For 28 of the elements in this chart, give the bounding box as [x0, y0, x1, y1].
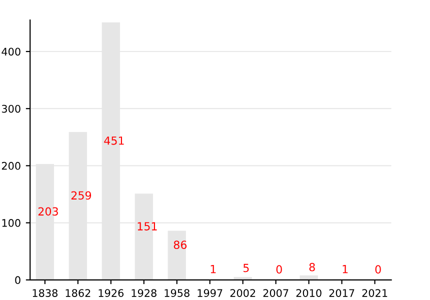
data-label: 151: [138, 222, 157, 230]
y-tick-label: 0: [15, 276, 20, 284]
data-label: 203: [38, 207, 58, 216]
data-label: 0: [375, 265, 381, 274]
data-label: 451: [104, 136, 124, 145]
data-label: 0: [276, 265, 282, 274]
data-label: 1: [210, 265, 216, 274]
x-tick-label: 2010: [296, 289, 322, 297]
y-tick-label: 400: [2, 48, 20, 56]
x-tick-label: 2007: [263, 289, 288, 297]
data-label: 5: [243, 264, 249, 272]
data-label: 1: [342, 265, 348, 274]
data-label: 8: [309, 262, 315, 272]
x-tick-label: 1926: [98, 289, 124, 297]
x-tick-label: 1997: [198, 289, 222, 297]
x-tick-label: 2002: [230, 289, 256, 297]
x-tick-label: 1928: [132, 289, 156, 297]
x-tick-label: 1862: [66, 289, 90, 297]
data-label: 86: [174, 240, 187, 250]
x-tick-label: 2017: [329, 289, 354, 297]
y-tick-label: 100: [2, 219, 20, 227]
data-label: 259: [71, 191, 92, 200]
y-tick-label: 300: [2, 104, 20, 113]
x-tick-label: 2021: [362, 289, 388, 297]
y-tick-label: 200: [2, 162, 20, 170]
bar: [168, 230, 186, 280]
x-tick-label: 1838: [32, 289, 58, 297]
x-tick-label: 1958: [164, 289, 190, 297]
